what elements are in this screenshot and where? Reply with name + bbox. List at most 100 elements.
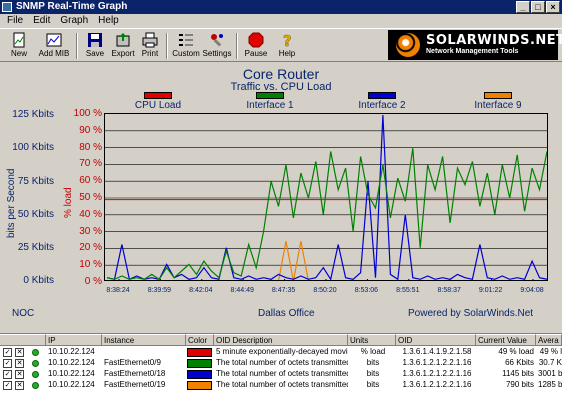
col-oid[interactable]: OID bbox=[396, 334, 476, 346]
enable-checkbox[interactable]: ✓ bbox=[3, 359, 12, 368]
cell-oid: 1.3.6.1.2.1.2.2.1.16 bbox=[402, 380, 472, 389]
enable-checkbox[interactable]: ✓ bbox=[3, 348, 12, 357]
x-tick: 8:42:04 bbox=[189, 287, 213, 294]
cell-ip: 10.10.22.124 bbox=[48, 347, 95, 356]
traffic-plot bbox=[104, 113, 548, 281]
remove-checkbox[interactable]: ✕ bbox=[15, 359, 24, 368]
svg-text:?: ? bbox=[283, 32, 292, 48]
footer-left-label: NOC bbox=[12, 308, 35, 319]
y-left-tick: 75 Kbits bbox=[17, 176, 54, 187]
cell-color-swatch[interactable] bbox=[187, 348, 212, 357]
save-icon bbox=[87, 32, 103, 48]
col-oid-description[interactable]: OID Description bbox=[214, 334, 348, 346]
add-mib-icon bbox=[46, 32, 62, 48]
footer-center-label: Dallas Office bbox=[258, 308, 315, 319]
menu-edit[interactable]: Edit bbox=[33, 15, 51, 26]
cell-units: bits bbox=[366, 369, 380, 378]
y-right-tick: 40 % bbox=[79, 208, 102, 220]
col-units[interactable]: Units bbox=[348, 334, 396, 346]
cell-color-swatch[interactable] bbox=[187, 381, 212, 390]
col-color[interactable]: Color bbox=[186, 334, 214, 346]
cell-color-swatch[interactable] bbox=[187, 370, 212, 379]
solarwinds-logo: SOLARWINDS.NET Network Management Tools bbox=[388, 30, 562, 60]
pause-icon bbox=[248, 32, 264, 48]
legend-swatch bbox=[484, 92, 512, 99]
cell-instance: FastEthernet0/18 bbox=[104, 369, 166, 378]
menu-help[interactable]: Help bbox=[98, 15, 119, 26]
legend-swatch bbox=[368, 92, 396, 99]
new-button[interactable]: New bbox=[2, 31, 36, 61]
cell-oid-description: 5 minute exponentially-decayed moving ..… bbox=[216, 347, 348, 356]
y-right-tick: 60 % bbox=[79, 175, 102, 187]
cell-current-value: 66 Kbits bbox=[505, 358, 534, 367]
cell-current-value: 1145 bits bbox=[502, 369, 534, 378]
y-right-tick: 80 % bbox=[79, 141, 102, 153]
cell-color-swatch[interactable] bbox=[187, 359, 212, 368]
legend-interface-1: Interface 1 bbox=[240, 92, 300, 111]
custom-button[interactable]: Custom bbox=[169, 31, 203, 61]
table-row[interactable]: ✓ ✕ 10.10.22.124 FastEthernet0/19 The total … bbox=[0, 380, 562, 391]
col-instance[interactable]: Instance bbox=[102, 334, 186, 346]
y-left-tick: 100 Kbits bbox=[12, 142, 54, 153]
y-right-tick: 70 % bbox=[79, 158, 102, 170]
print-button[interactable]: Print bbox=[136, 31, 164, 61]
menu-graph[interactable]: Graph bbox=[60, 15, 89, 26]
cell-units: % load bbox=[360, 347, 386, 356]
x-tick: 8:58:37 bbox=[437, 287, 461, 294]
maximize-button[interactable]: □ bbox=[531, 1, 545, 13]
cell-instance: FastEthernet0/19 bbox=[104, 380, 166, 389]
help-button[interactable]: ? Help bbox=[278, 32, 296, 58]
cell-oid: 1.3.6.1.4.1.9.2.1.58 bbox=[402, 347, 472, 356]
app-icon bbox=[2, 2, 12, 12]
custom-icon bbox=[178, 32, 194, 48]
legend-swatch bbox=[256, 92, 284, 99]
print-icon bbox=[142, 32, 158, 48]
col-average[interactable]: Avera bbox=[536, 334, 562, 346]
y-right-tick: 20 % bbox=[79, 242, 102, 254]
export-button[interactable]: Export bbox=[106, 31, 140, 61]
remove-checkbox[interactable]: ✕ bbox=[15, 381, 24, 390]
new-icon bbox=[11, 32, 27, 48]
y-right-tick: 90 % bbox=[79, 124, 102, 136]
close-button[interactable]: × bbox=[546, 1, 560, 13]
legend-swatch bbox=[144, 92, 172, 99]
cell-oid: 1.3.6.1.2.1.2.2.1.16 bbox=[402, 369, 472, 378]
status-dot-icon bbox=[32, 382, 39, 389]
save-button[interactable]: Save bbox=[80, 31, 110, 61]
table-header: IP Instance Color OID Description Units … bbox=[0, 334, 562, 346]
settings-button[interactable]: Settings bbox=[200, 31, 234, 61]
menu-file[interactable]: File bbox=[7, 15, 24, 26]
col-current-value[interactable]: Current Value bbox=[476, 334, 536, 346]
legend-interface-2: Interface 2 bbox=[352, 92, 412, 111]
title-bar: SNMP Real-Time Graph _ □ × bbox=[0, 0, 562, 14]
table-row[interactable]: ✓ ✕ 10.10.22.124 5 minute exponentially-dec… bbox=[0, 347, 562, 358]
enable-checkbox[interactable]: ✓ bbox=[3, 370, 12, 379]
cell-oid-description: The total number of octets transmitted o… bbox=[216, 358, 348, 367]
cell-ip: 10.10.22.124 bbox=[48, 369, 95, 378]
remove-checkbox[interactable]: ✕ bbox=[15, 348, 24, 357]
y-left-tick: 125 Kbits bbox=[12, 109, 54, 120]
series-table: IP Instance Color OID Description Units … bbox=[0, 333, 562, 414]
series-interface-2 bbox=[106, 114, 547, 280]
minimize-button[interactable]: _ bbox=[516, 1, 530, 13]
col-ip[interactable]: IP bbox=[46, 334, 102, 346]
help-icon: ? bbox=[279, 32, 295, 51]
table-row[interactable]: ✓ ✕ 10.10.22.124 FastEthernet0/18 The total … bbox=[0, 369, 562, 380]
chart-subtitle: Traffic vs. CPU Load bbox=[230, 81, 332, 93]
x-tick: 8:39:59 bbox=[147, 287, 172, 294]
y-right-tick: 50 % bbox=[79, 192, 102, 203]
logo-subtitle: Network Management Tools bbox=[426, 48, 519, 55]
cell-ip: 10.10.22.124 bbox=[48, 380, 95, 389]
add-mib-button[interactable]: Add MIB bbox=[34, 31, 74, 61]
pause-button[interactable]: Pause bbox=[239, 31, 273, 61]
enable-checkbox[interactable]: ✓ bbox=[3, 381, 12, 390]
y-left-tick: 0 Kbits bbox=[23, 275, 54, 286]
cell-current-value: 49 % load bbox=[498, 347, 534, 356]
cell-oid-description: The total number of octets transmitted o… bbox=[216, 369, 348, 378]
cell-average: 49 % l bbox=[539, 347, 562, 356]
table-row[interactable]: ✓ ✕ 10.10.22.124 FastEthernet0/9 The total n… bbox=[0, 358, 562, 369]
remove-checkbox[interactable]: ✕ bbox=[15, 370, 24, 379]
x-tick: 9:01:22 bbox=[478, 287, 503, 294]
cell-units: bits bbox=[366, 358, 380, 367]
status-dot-icon bbox=[32, 360, 39, 367]
